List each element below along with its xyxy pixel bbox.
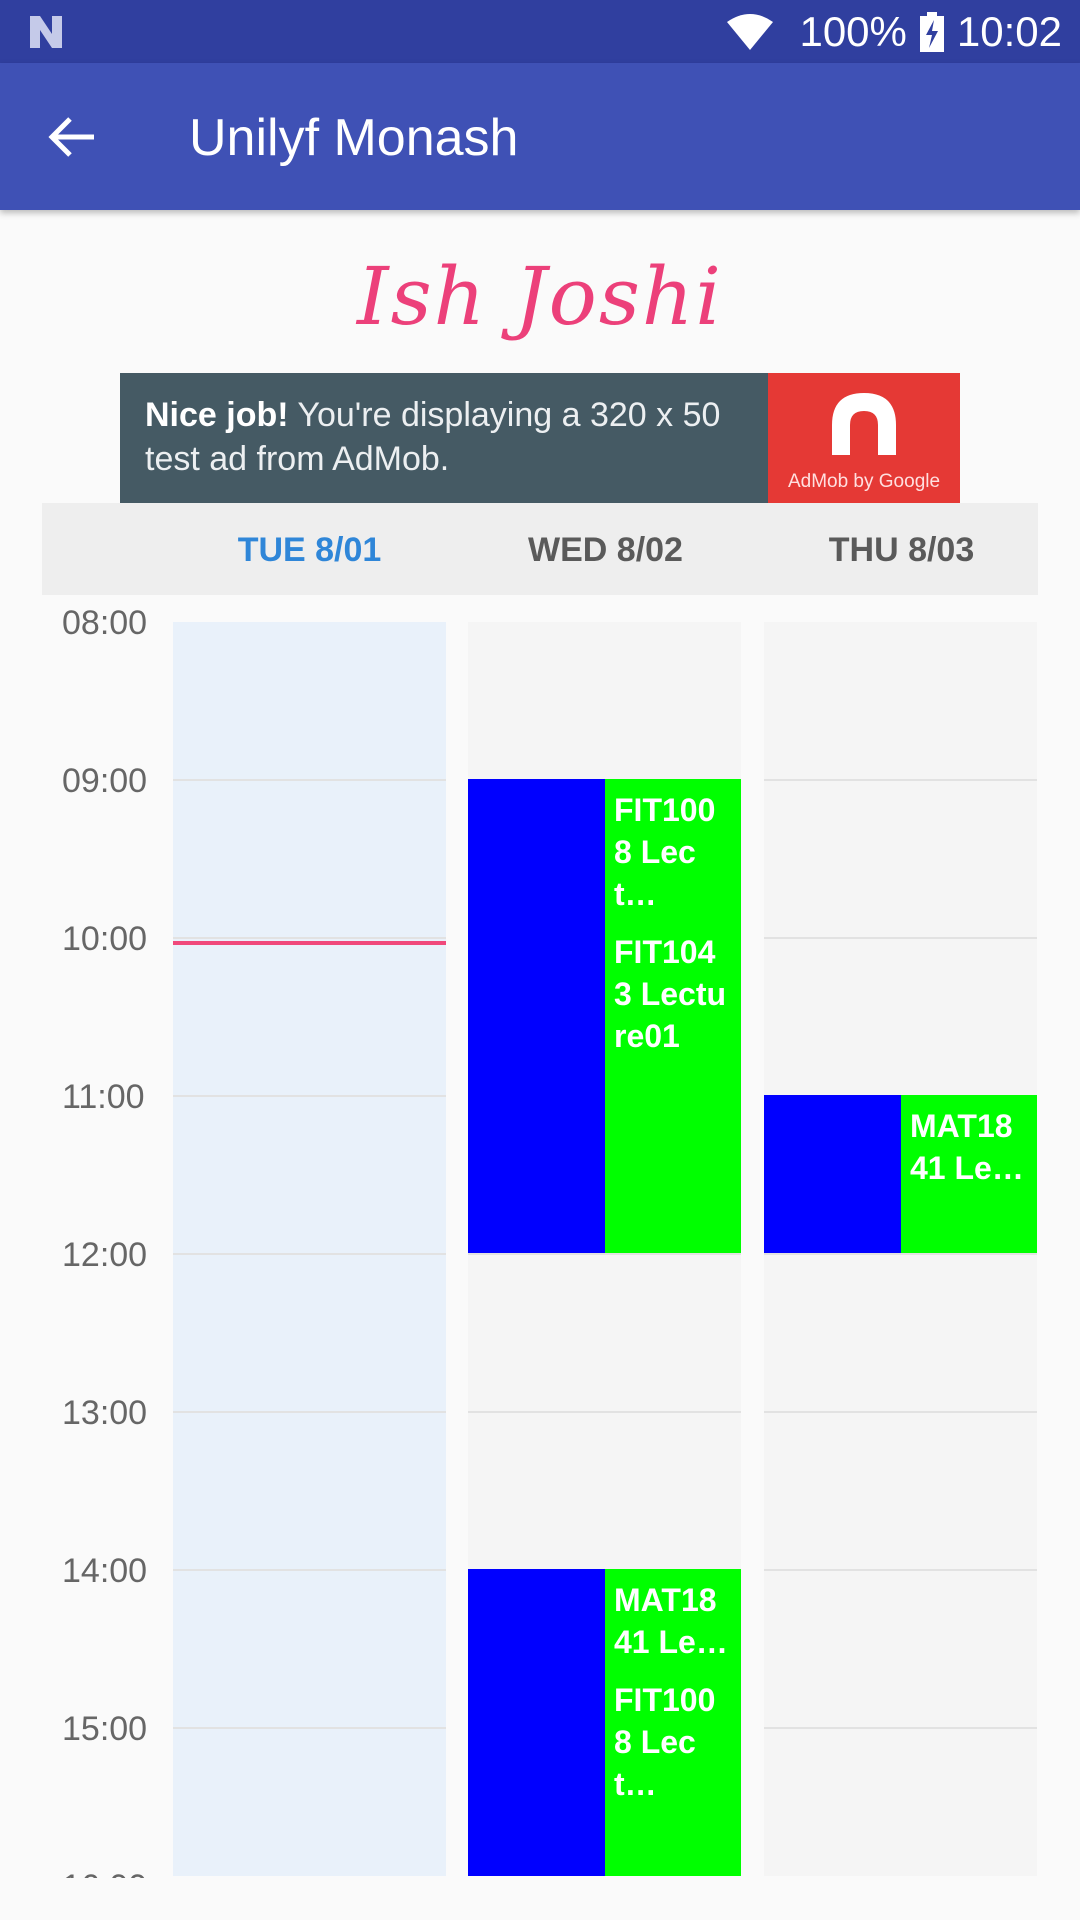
- hour-line: [173, 1727, 446, 1729]
- event-title: FIT1008 Lect…: [614, 792, 716, 912]
- notification-n-icon: [30, 16, 62, 48]
- admob-logo: AdMob by Google: [768, 373, 960, 503]
- battery-charging-icon: [919, 11, 944, 52]
- hour-label: 14:00: [62, 1552, 148, 1590]
- hour-line: [468, 1253, 741, 1255]
- hour-label: 16:00: [62, 1868, 147, 1878]
- hour-line: [173, 1569, 446, 1571]
- event-title: MAT1841 Le…: [614, 1582, 728, 1660]
- hour-line: [764, 937, 1037, 939]
- day-label-thu[interactable]: THU 8/03: [828, 531, 975, 569]
- event-title: FIT1008 Lect…: [614, 1682, 716, 1802]
- day-header-row: TUE 8/01 WED 8/02 THU 8/03: [42, 503, 1038, 595]
- hour-label: 09:00: [62, 762, 148, 800]
- clock: 10:02: [956, 7, 1062, 55]
- admob-icon: [832, 393, 896, 455]
- hour-label: 15:00: [62, 1710, 148, 1748]
- hour-line: [173, 779, 446, 781]
- status-bar: 100% 10:02: [0, 0, 1080, 63]
- app-title: Unilyf Monash: [189, 109, 519, 167]
- hour-line: [173, 1253, 446, 1255]
- ad-banner[interactable]: Nice job! You're displaying a 320 x 50 t…: [120, 373, 960, 503]
- hour-label: 10:00: [62, 920, 148, 958]
- day-label-tue[interactable]: TUE 8/01: [237, 531, 382, 569]
- day-column-tue[interactable]: [173, 622, 446, 1876]
- back-arrow-icon[interactable]: [48, 115, 98, 159]
- day-column-thu[interactable]: MAT1841 Le…: [764, 622, 1037, 1876]
- ad-text: Nice job! You're displaying a 320 x 50 t…: [145, 396, 721, 478]
- event-block-wed-afternoon[interactable]: MAT1841 Le… FIT1008 Lect…: [605, 1569, 741, 1876]
- event-block-blue[interactable]: [764, 1095, 901, 1253]
- wifi-icon: [727, 13, 774, 50]
- event-block-thu-morning[interactable]: MAT1841 Le…: [901, 1095, 1037, 1253]
- current-time-line: [173, 941, 446, 945]
- hour-label: 11:00: [62, 1078, 145, 1116]
- hour-line: [764, 1727, 1037, 1729]
- event-title: FIT1043 Lecture01: [614, 934, 727, 1054]
- ad-logo-caption: AdMob by Google: [787, 471, 941, 492]
- battery-percent: 100%: [799, 7, 907, 55]
- hour-line: [764, 1253, 1037, 1255]
- event-title: MAT1841 Le…: [910, 1108, 1024, 1186]
- hour-line: [173, 1411, 446, 1413]
- hour-line: [764, 1411, 1037, 1413]
- app-bar: Unilyf Monash: [0, 63, 1080, 210]
- hour-label: 08:00: [62, 604, 148, 642]
- event-block-wed-morning[interactable]: FIT1008 Lect… FIT1043 Lecture01: [605, 779, 741, 1253]
- user-name: Ish Joshi: [356, 250, 723, 343]
- day-column-wed[interactable]: FIT1008 Lect… FIT1043 Lecture01 MAT1841 …: [468, 622, 741, 1876]
- event-block-blue[interactable]: [468, 779, 605, 1253]
- hour-label: 12:00: [62, 1236, 148, 1274]
- hour-label: 13:00: [62, 1394, 148, 1432]
- hour-line: [764, 1569, 1037, 1571]
- hour-line: [764, 779, 1037, 781]
- hour-line: [468, 1411, 741, 1413]
- day-label-wed[interactable]: WED 8/02: [528, 531, 683, 569]
- hour-line: [173, 1095, 446, 1097]
- event-block-blue[interactable]: [468, 1569, 605, 1876]
- hour-line: [173, 937, 446, 939]
